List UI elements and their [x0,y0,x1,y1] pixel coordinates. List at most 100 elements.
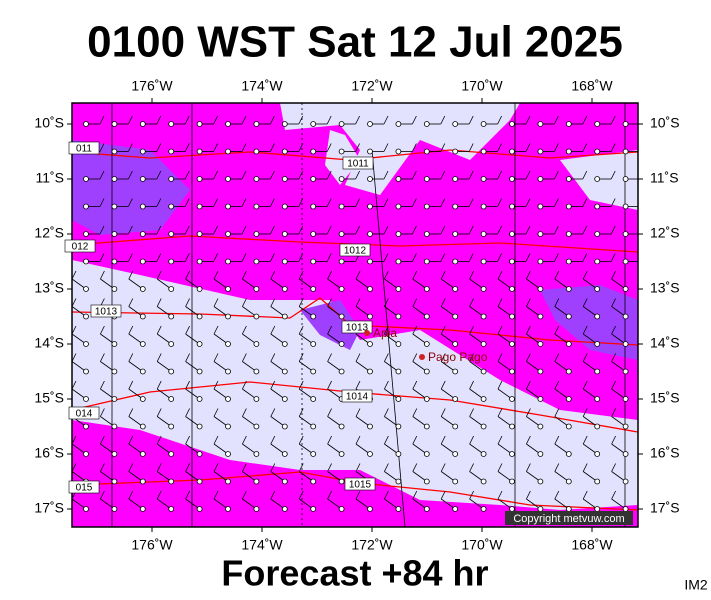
barb-station [395,368,402,375]
isobar-label-box [344,477,376,491]
barb-flag [100,408,105,417]
barb-station [225,148,231,155]
barb-flag [270,115,275,125]
barb-station [139,368,146,375]
place-marker [364,330,370,336]
barb-station [225,341,231,347]
barb-flag [383,225,389,235]
lat-label: 12˚S [34,225,64,241]
barb-station [367,121,373,127]
barb-flag [270,225,275,235]
barb-station [111,286,118,292]
barb-station [565,286,572,292]
barb-flag [213,325,219,335]
barb-flag [100,490,105,500]
barb-station [253,396,260,402]
barb-flag [440,490,446,500]
barb-flag [526,435,531,445]
barb-station [310,286,317,292]
barb-station [395,396,402,402]
barb-station [622,231,629,237]
barb-flag [355,298,361,307]
barb-station [139,341,146,347]
barb-flag [355,408,361,417]
barb-station [111,368,118,375]
barb-station [565,148,572,155]
barb-station [395,341,402,347]
barb-flag [184,115,190,125]
barb-station [537,506,544,512]
barb-station [338,148,345,155]
isobar-label-box [339,243,371,257]
barb-station [480,286,487,292]
barb-station [338,313,345,320]
barb-flag [185,490,190,500]
barb-flag [468,170,474,180]
barb-flag [298,435,304,445]
barb-station [622,258,629,265]
lon-label: 176˚W [131,537,173,553]
barb-flag [611,270,616,280]
barb-flag [270,325,276,335]
barb-station [253,121,260,127]
barb-flag [213,253,218,262]
barb-station [452,313,459,320]
barb-station [139,506,146,512]
barb-station [168,368,175,375]
barb-flag [298,253,304,262]
barb-flag [128,170,133,180]
barb-flag [582,253,588,262]
barb-station [253,231,260,237]
barb-flag [326,225,332,235]
barb-flag [270,490,276,500]
barb-flag [412,170,417,180]
barb-station [452,451,459,457]
barb-station [111,423,118,430]
barb-station [509,451,515,457]
barb-flag [440,143,446,152]
barb-flag [469,490,474,500]
barb-station [310,203,317,210]
barb-flag [469,325,474,335]
barb-station [139,148,146,155]
barb-flag [128,325,134,335]
barb-station [452,396,459,402]
barb-station [139,478,146,485]
barb-station [565,176,572,182]
barb-flag [355,463,361,472]
barb-flag [383,198,389,207]
barb-flag [100,270,105,280]
barb-flag [355,435,361,445]
barb-station [622,148,629,155]
barb-station [111,451,118,457]
barb-flag [468,198,474,207]
barb-flag [497,225,502,235]
barb-station [622,286,629,292]
barb-station [395,451,402,457]
barb-station [594,368,601,375]
barb-flag [156,198,162,207]
barb-station [537,203,544,210]
barb-flag [526,298,531,307]
barb-flag [582,115,588,125]
isobar-label-box [64,239,96,253]
barb-flag [582,198,588,207]
barb-station [622,313,629,320]
barb-flag [270,435,276,445]
barb-flag [582,225,588,235]
barb-station [480,423,487,430]
barb-flag [327,463,332,472]
barb-flag [298,353,304,362]
barb-flag [469,435,474,445]
barb-station [83,506,89,512]
barb-station [509,286,515,292]
barb-flag [156,408,162,417]
title: 0100 WST Sat 12 Jul 2025 [87,18,623,67]
barb-station [565,313,572,320]
barb-station [452,368,459,375]
barb-station [111,148,118,155]
map-area [72,103,638,527]
barb-station [367,341,373,347]
barb-station [196,203,203,210]
lat-label: 16˚S [34,445,64,461]
